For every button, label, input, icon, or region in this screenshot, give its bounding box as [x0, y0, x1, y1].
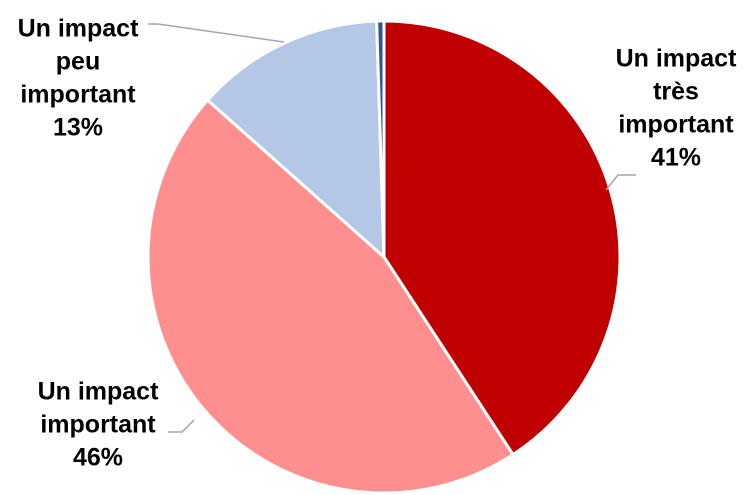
slice-label-line: Un impact	[18, 15, 140, 43]
slice-label-line: très	[653, 78, 699, 106]
slice-label-line: important	[618, 111, 734, 139]
slice-label-line: Un impact	[616, 45, 738, 73]
slice-value-label: 13%	[53, 114, 103, 142]
leader-lines	[148, 23, 636, 433]
pie-slice	[375, 19, 386, 259]
pie-slice	[206, 19, 386, 259]
leader-line	[168, 419, 195, 433]
pie-slices	[146, 19, 622, 495]
slice-label: Un impact peu important 13%	[18, 15, 140, 142]
leader-line	[148, 23, 285, 43]
slice-label: Un impact important 46%	[38, 378, 160, 472]
slice-value-label: 46%	[73, 444, 123, 472]
slice-labels: Un impact très important 41% Un impact import…	[18, 15, 738, 472]
slice-value-label: 41%	[651, 144, 701, 172]
leader-line	[605, 174, 636, 191]
pie-slice	[146, 98, 515, 495]
slice-label-line: important	[40, 411, 156, 439]
slice-label: Un impact très important 41%	[616, 45, 738, 172]
slice-label-line: Un impact	[38, 378, 160, 406]
slice-label-line: peu	[56, 48, 100, 76]
slice-label-line: important	[20, 81, 136, 109]
